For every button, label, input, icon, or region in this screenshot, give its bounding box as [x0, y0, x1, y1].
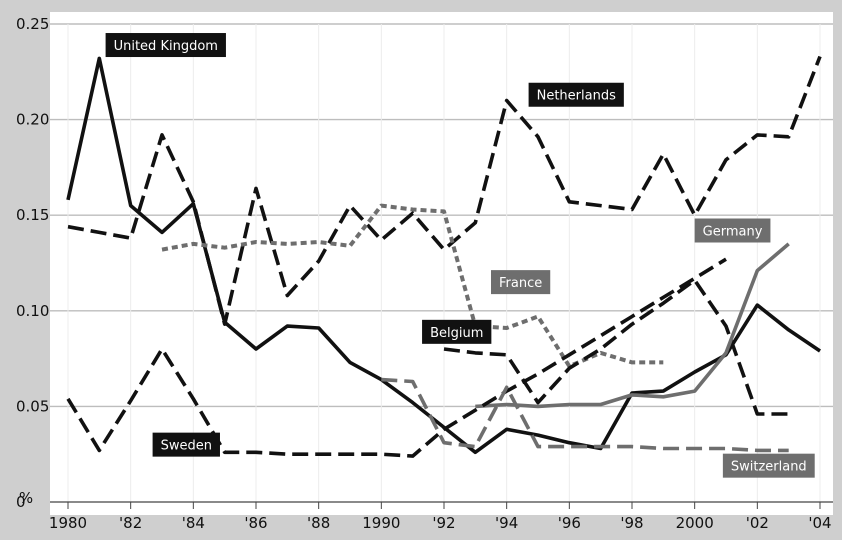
x-axis: 1980 '82 '84 '86 '88 1990 '92 '94 '96 '98 2000 '02 '… — [49, 501, 833, 532]
x-tick-label-8: '96 — [558, 514, 581, 532]
x-tick-label-11: '02 — [746, 514, 769, 532]
series-label-text: United Kingdom — [114, 39, 218, 54]
y-tick-label-2: 0.10 — [16, 302, 49, 320]
series-label-text: Belgium — [430, 326, 483, 341]
y-tick-label-3: 0.15 — [16, 206, 49, 224]
x-tick-label-0: 1980 — [49, 514, 87, 532]
x-tick-label-7: '94 — [495, 514, 518, 532]
y-axis-label: % — [19, 489, 33, 507]
series-label-text: France — [499, 276, 542, 291]
series-label-box — [105, 33, 226, 58]
series-label-box — [528, 82, 624, 107]
x-tick-label-10: 2000 — [676, 514, 714, 532]
series-label-text: Sweden — [161, 439, 212, 454]
y-tick-label-1: 0.05 — [16, 397, 49, 415]
y-tick-label-0: 0 — [16, 493, 26, 511]
series-label-france: France — [491, 270, 551, 295]
series-label-text: Germany — [703, 224, 763, 239]
series-label-box — [694, 218, 771, 243]
series-line-sweden — [66, 257, 727, 458]
series-line-germany — [475, 242, 790, 409]
series-label-united-kingdom: United Kingdom — [105, 33, 226, 58]
x-tick-label-12: '04 — [808, 514, 831, 532]
series-label-text: Switzerland — [731, 460, 807, 475]
series-label-box — [422, 319, 492, 344]
series-label-germany: Germany — [694, 218, 771, 243]
y-tick-label-5: 0.25 — [16, 15, 49, 33]
series-labels: United Kingdom Netherlands Germany France Be… — [105, 33, 815, 478]
series-label-box — [152, 432, 220, 457]
x-tick-label-5: 1990 — [362, 514, 400, 532]
plot-area — [50, 12, 833, 515]
series-line-france — [161, 203, 664, 369]
y-tick-label-4: 0.20 — [16, 111, 49, 129]
x-tick-label-1: '82 — [119, 514, 142, 532]
series-label-sweden: Sweden — [152, 432, 220, 457]
series-label-belgium: Belgium — [422, 319, 492, 344]
x-tick-label-9: '98 — [620, 514, 643, 532]
y-axis: 0 0.05 0.10 0.15 0.20 0.25 — [16, 15, 49, 511]
series-line-netherlands — [67, 55, 822, 327]
x-tick-label-4: '88 — [307, 514, 330, 532]
x-tick-label-6: '92 — [432, 514, 455, 532]
series-label-netherlands: Netherlands — [528, 82, 624, 107]
x-tick-label-3: '86 — [244, 514, 267, 532]
series-lines — [66, 55, 822, 458]
series-label-text: Netherlands — [537, 89, 616, 104]
series-line-switzerland — [381, 377, 789, 453]
x-tick-label-2: '84 — [182, 514, 205, 532]
series-label-box — [491, 270, 551, 295]
series-label-switzerland: Switzerland — [722, 453, 815, 478]
series-label-box — [722, 453, 815, 478]
gridlines — [50, 23, 833, 502]
